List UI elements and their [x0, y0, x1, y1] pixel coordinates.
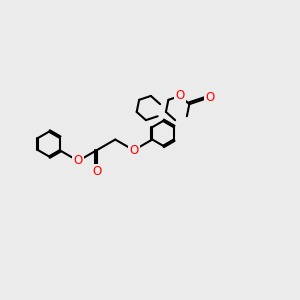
- Text: O: O: [92, 165, 101, 178]
- Text: O: O: [74, 154, 83, 167]
- Text: O: O: [129, 144, 138, 157]
- Text: O: O: [176, 89, 185, 102]
- Text: O: O: [205, 91, 214, 104]
